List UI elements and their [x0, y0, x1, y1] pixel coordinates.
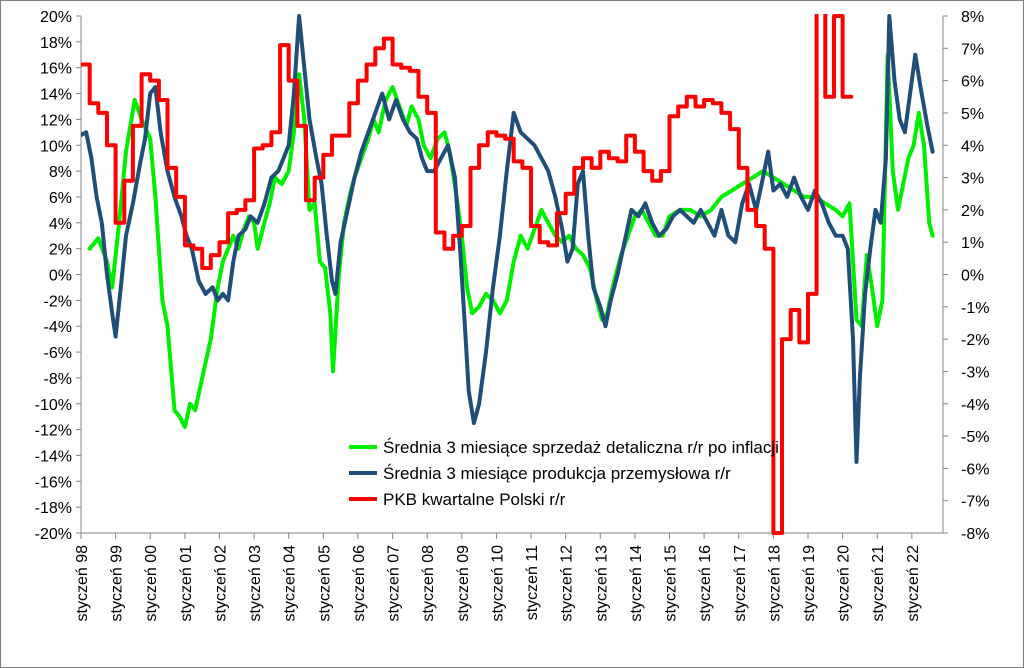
x-tick-label: styczeń 01 — [178, 545, 195, 622]
y-left-tick-label: 16% — [40, 61, 72, 78]
y-right-tick-label: 5% — [961, 106, 984, 123]
y-right-tick-label: -6% — [961, 461, 989, 478]
legend-label-retail: Średnia 3 miesiące sprzedaż detaliczna r… — [383, 438, 779, 457]
x-tick-label: styczeń 16 — [697, 545, 714, 622]
y-right-tick-label: -7% — [961, 494, 989, 511]
x-tick-label: styczeń 22 — [905, 545, 922, 622]
y-left-tick-label: 10% — [40, 138, 72, 155]
y-left-tick-label: 8% — [49, 164, 72, 181]
legend-item-gdp: PKB kwartalne Polski r/r — [349, 490, 566, 509]
y-left-tick-label: 4% — [49, 216, 72, 233]
x-tick-label: styczeń 99 — [109, 545, 126, 622]
y-left-tick-label: 0% — [49, 268, 72, 285]
y-left-tick-label: 2% — [49, 242, 72, 259]
y-right-tick-label: -5% — [961, 429, 989, 446]
y-right-tick-label: 2% — [961, 203, 984, 220]
legend-label-gdp: PKB kwartalne Polski r/r — [383, 490, 566, 509]
y-right-tick-label: 3% — [961, 171, 984, 188]
y-right-tick-label: -1% — [961, 300, 989, 317]
legend-item-industry: Średnia 3 miesiące produkcja przemysłowa… — [349, 464, 731, 483]
y-left-tick-label: -20% — [35, 526, 72, 543]
y-right-tick-label: -4% — [961, 397, 989, 414]
x-tick-label: styczeń 07 — [386, 545, 403, 622]
x-tick-label: styczeń 19 — [801, 545, 818, 622]
y-left-tick-label: -12% — [35, 423, 72, 440]
x-tick-label: styczeń 18 — [766, 545, 783, 622]
x-tick-label: styczeń 15 — [663, 545, 680, 622]
legend-label-industry: Średnia 3 miesiące produkcja przemysłowa… — [383, 464, 731, 483]
y-right-tick-label: 1% — [961, 235, 984, 252]
x-tick-label: styczeń 98 — [74, 545, 91, 622]
y-left-tick-label: -2% — [44, 293, 72, 310]
x-tick-label: styczeń 12 — [559, 545, 576, 622]
x-tick-label: styczeń 03 — [247, 545, 264, 622]
legend: Średnia 3 miesiące sprzedaż detaliczna r… — [349, 438, 779, 509]
x-tick-label: styczeń 05 — [316, 545, 333, 622]
y-left-tick-label: -18% — [35, 500, 72, 517]
x-tick-label: styczeń 02 — [212, 545, 229, 622]
y-left-tick-label: -16% — [35, 474, 72, 491]
y-right-tick-label: 4% — [961, 138, 984, 155]
y-left-tick-label: 18% — [40, 35, 72, 52]
y-right-tick-label: 7% — [961, 41, 984, 58]
x-tick-label: styczeń 14 — [628, 545, 645, 622]
x-tick-label: styczeń 17 — [732, 545, 749, 622]
y-left-tick-label: 6% — [49, 190, 72, 207]
x-tick-label: styczeń 11 — [524, 545, 541, 620]
y-left-tick-label: -8% — [44, 371, 72, 388]
y-right-tick-label: 0% — [961, 268, 984, 285]
x-tick-label: styczeń 13 — [593, 545, 610, 622]
x-tick-label: styczeń 09 — [455, 545, 472, 622]
x-tick-label: styczeń 10 — [489, 545, 506, 622]
series-line-2 — [81, 14, 854, 535]
axes: -20% -18% -16% -14% -12% -10% -8% -6% -4% -2% 0% 2%… — [35, 9, 990, 621]
y-right-tick-label: -2% — [961, 332, 989, 349]
y-left-tick-label: -14% — [35, 448, 72, 465]
series-lines — [81, 14, 935, 535]
y-right-tick-label: 6% — [961, 74, 984, 91]
y-right-tick-label: -8% — [961, 526, 989, 543]
x-tick-label: styczeń 08 — [420, 545, 437, 622]
y-right-tick-label: -3% — [961, 364, 989, 381]
x-tick-label: styczeń 04 — [282, 545, 299, 622]
y-left-tick-label: 14% — [40, 87, 72, 104]
x-tick-label: styczeń 06 — [351, 545, 368, 622]
y-right-tick-label: 8% — [961, 9, 984, 26]
y-left-tick-label: -10% — [35, 397, 72, 414]
series-line-1 — [81, 14, 935, 464]
y-left-tick-label: -6% — [44, 345, 72, 362]
y-left-tick-label: -4% — [44, 319, 72, 336]
legend-item-retail: Średnia 3 miesiące sprzedaż detaliczna r… — [349, 438, 779, 457]
y-left-tick-label: 12% — [40, 112, 72, 129]
x-tick-label: styczeń 20 — [836, 545, 853, 622]
y-left-tick-label: 20% — [40, 9, 72, 26]
x-tick-label: styczeń 21 — [870, 545, 887, 622]
x-tick-label: styczeń 00 — [143, 545, 160, 622]
